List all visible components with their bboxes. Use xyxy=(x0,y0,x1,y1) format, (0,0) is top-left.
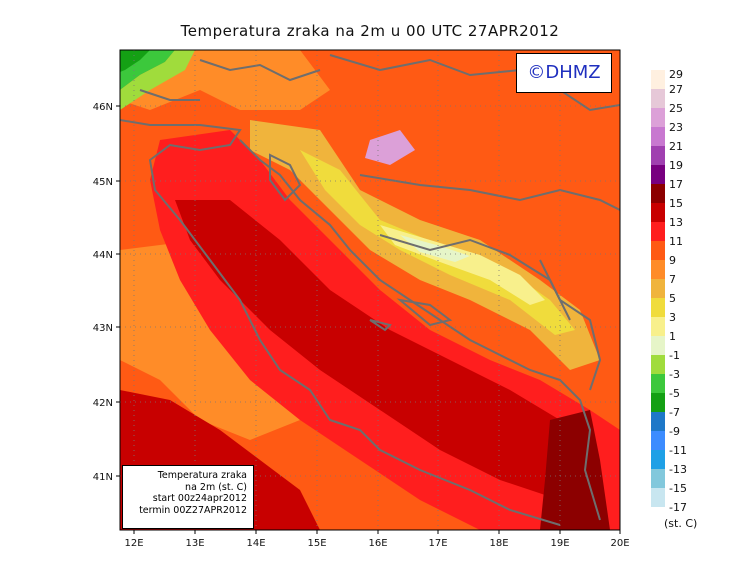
legend-label: 23 xyxy=(669,121,683,134)
lon-label: 17E xyxy=(428,538,447,549)
legend-label: 17 xyxy=(669,178,683,191)
legend-swatch xyxy=(651,146,665,165)
lat-label: 43N xyxy=(93,323,113,334)
legend-swatch xyxy=(651,89,665,108)
legend-label: 15 xyxy=(669,197,683,210)
copyright-box: ©DHMZ xyxy=(516,53,612,93)
legend-swatch xyxy=(651,127,665,146)
info-line: na 2m (st. C) xyxy=(185,481,247,493)
legend-swatch xyxy=(651,412,665,431)
lat-label: 41N xyxy=(93,472,113,483)
legend-swatch xyxy=(651,469,665,488)
legend-swatch xyxy=(651,507,665,526)
color-legend: 29 27 25 23 21 19 17 15 13 11 9 7 5 3 1 -1 -3 -5 -7 -9 -11 -1… xyxy=(651,68,687,526)
lat-label: 45N xyxy=(93,177,113,188)
legend-label: 1 xyxy=(669,330,676,343)
legend-label: 29 xyxy=(669,68,683,81)
lat-label: 44N xyxy=(93,250,113,261)
legend-label: -11 xyxy=(669,444,687,457)
legend-unit: (st. C) xyxy=(664,517,697,530)
info-box: Temperatura zraka na 2m (st. C) start 00… xyxy=(122,465,254,529)
legend-label: -3 xyxy=(669,368,680,381)
legend-swatch xyxy=(651,260,665,279)
legend-swatch xyxy=(651,450,665,469)
legend-swatch xyxy=(651,241,665,260)
lon-label: 14E xyxy=(246,538,265,549)
coastlines-borders xyxy=(120,54,620,526)
info-line: Temperatura zraka xyxy=(157,470,247,481)
lon-label: 19E xyxy=(550,538,569,549)
legend-swatch xyxy=(651,222,665,241)
legend-swatch xyxy=(651,108,665,127)
map-title: Temperatura zraka na 2m u 00 UTC 27APR20… xyxy=(180,22,560,40)
legend-label: 25 xyxy=(669,102,683,115)
legend-label: 21 xyxy=(669,140,683,153)
legend-swatch xyxy=(651,317,665,336)
legend-label: 27 xyxy=(669,83,683,96)
legend-label: 19 xyxy=(669,159,683,172)
legend-swatch xyxy=(651,298,665,317)
legend-label: 7 xyxy=(669,273,676,286)
lon-label: 12E xyxy=(124,538,143,549)
legend-label: -9 xyxy=(669,425,680,438)
legend-swatch xyxy=(651,279,665,298)
legend-label: -5 xyxy=(669,387,680,400)
legend-label: 13 xyxy=(669,216,683,229)
legend-swatch xyxy=(651,336,665,355)
legend-swatch xyxy=(651,488,665,507)
legend-swatch xyxy=(651,374,665,393)
lon-label: 20E xyxy=(610,538,629,549)
lat-label: 42N xyxy=(93,398,113,409)
legend-swatch xyxy=(651,355,665,374)
legend-swatch xyxy=(651,393,665,412)
legend-swatch xyxy=(651,70,665,89)
legend-label: -13 xyxy=(669,463,687,476)
info-line: termin 00Z27APR2012 xyxy=(139,504,247,516)
legend-label: -17 xyxy=(669,501,687,514)
legend-label: -7 xyxy=(669,406,680,419)
legend-swatch xyxy=(651,431,665,450)
legend-label: -1 xyxy=(669,349,680,362)
lon-label: 15E xyxy=(307,538,326,549)
legend-label: -15 xyxy=(669,482,687,495)
lat-label: 46N xyxy=(93,102,113,113)
legend-label: 5 xyxy=(669,292,676,305)
legend-swatch xyxy=(651,184,665,203)
lat-lon-grid xyxy=(120,50,620,530)
lon-label: 18E xyxy=(489,538,508,549)
legend-label: 3 xyxy=(669,311,676,324)
legend-swatch xyxy=(651,165,665,184)
info-line: start 00z24apr2012 xyxy=(152,493,247,504)
map-frame xyxy=(119,49,621,531)
lon-label: 13E xyxy=(185,538,204,549)
lon-label: 16E xyxy=(368,538,387,549)
legend-label: 11 xyxy=(669,235,683,248)
legend-swatch xyxy=(651,203,665,222)
legend-label: 9 xyxy=(669,254,676,267)
